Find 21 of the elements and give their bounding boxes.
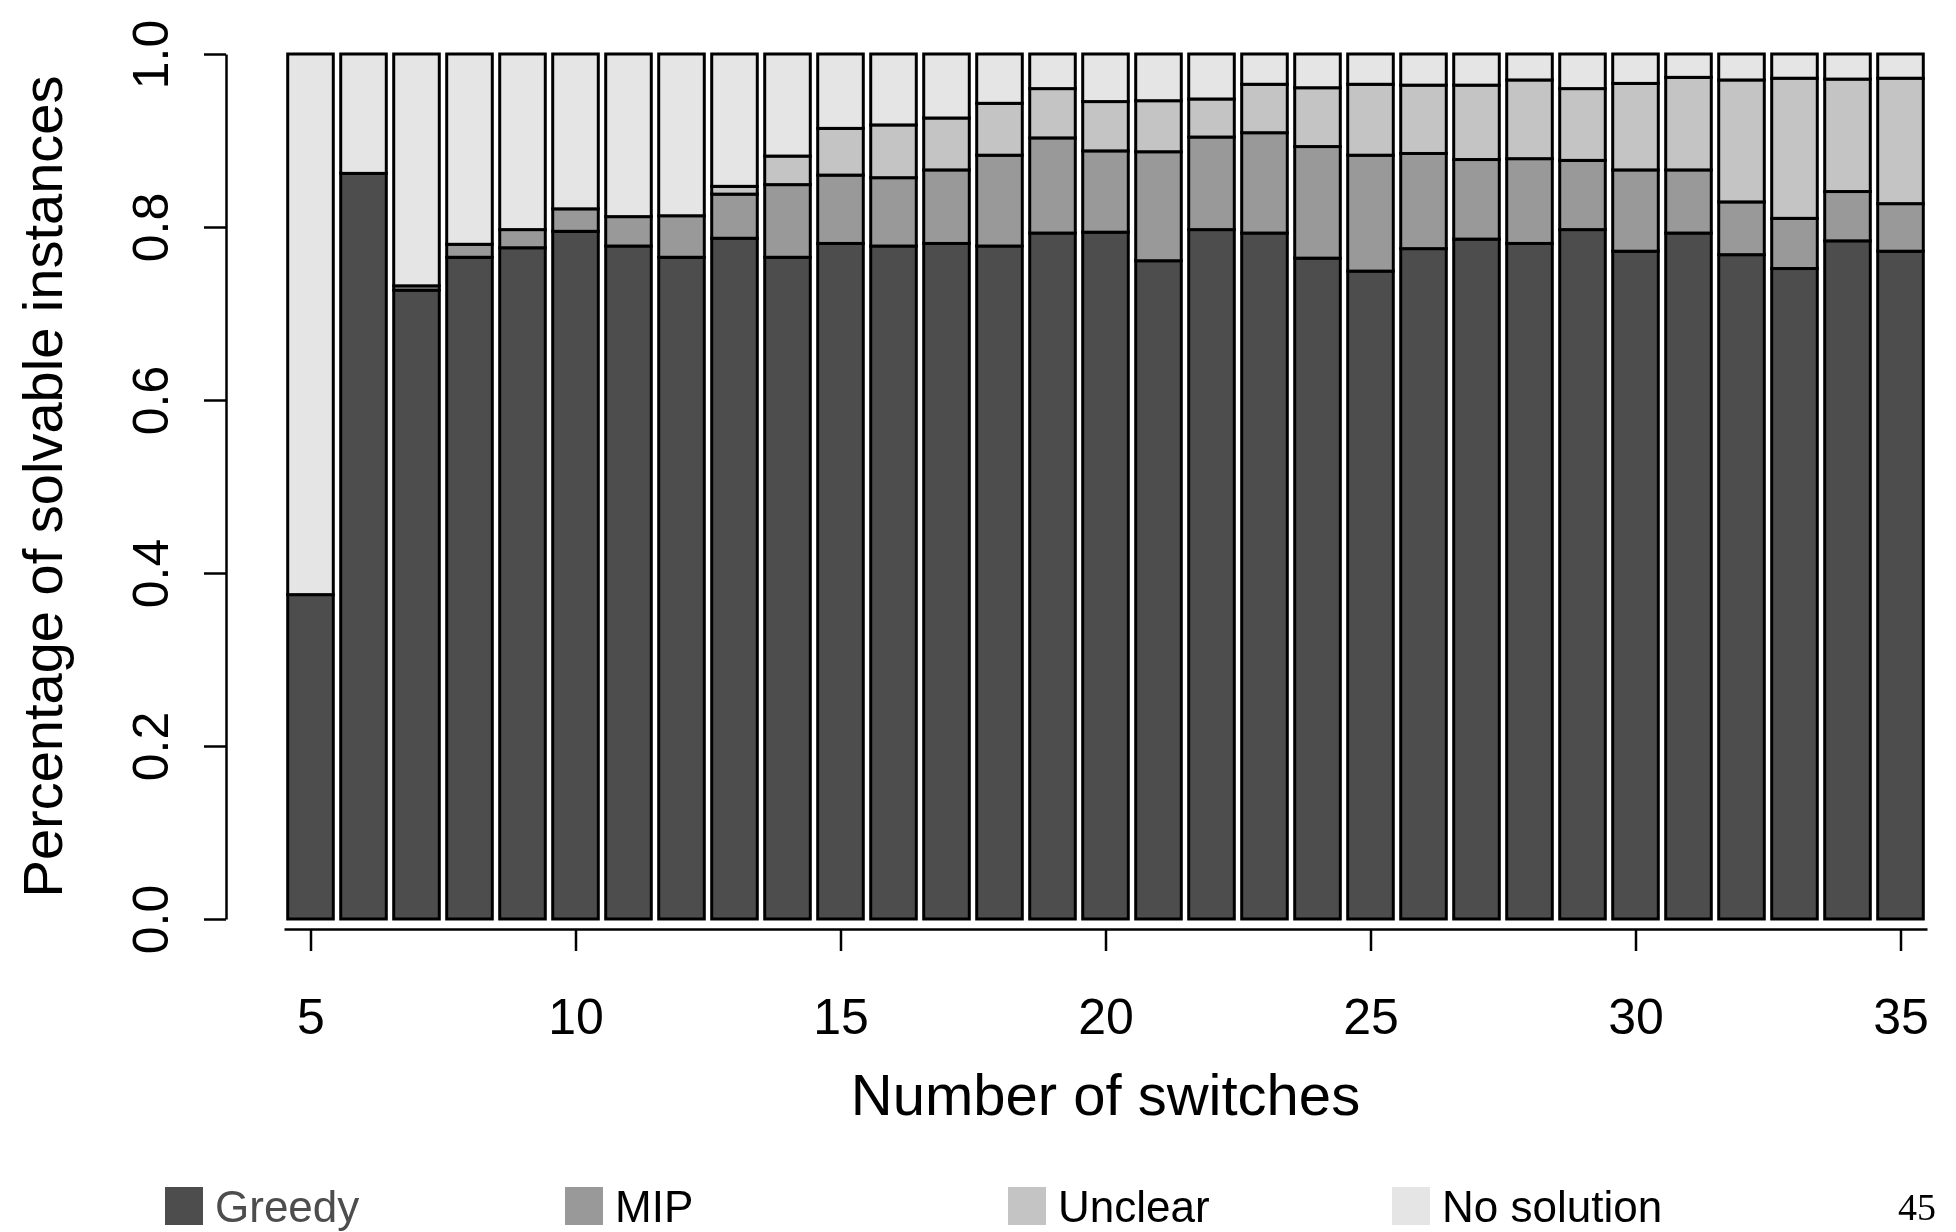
y-tick-label: 0.8 [123,192,179,263]
legend-label: Unclear [1058,1182,1210,1231]
y-tick-label: 1.0 [123,19,179,90]
x-tick-label: 10 [548,989,604,1045]
x-tick-label: 35 [1873,989,1929,1045]
text: Greedy [215,1182,360,1231]
bar [392,52,441,288]
x-tick-label: 20 [1078,989,1134,1045]
legend-label: No solution [1442,1182,1663,1231]
x-tick-label: 30 [1608,989,1664,1045]
y-axis-title: Percentage of solvable instances [11,75,74,898]
y-tick-label: 0.4 [123,538,179,609]
x-tick-label: 25 [1343,989,1399,1045]
y-tick-label: 0.0 [123,884,179,955]
y-tick-label: 0.2 [123,711,179,782]
x-tick-label: 15 [813,989,869,1045]
y-tick-label: 0.6 [123,365,179,436]
x-axis-title: Number of switches [850,1062,1361,1127]
text: 45 [1898,1186,1936,1228]
legend-label: MIP [615,1182,694,1231]
x-tick-label: 5 [297,989,325,1045]
